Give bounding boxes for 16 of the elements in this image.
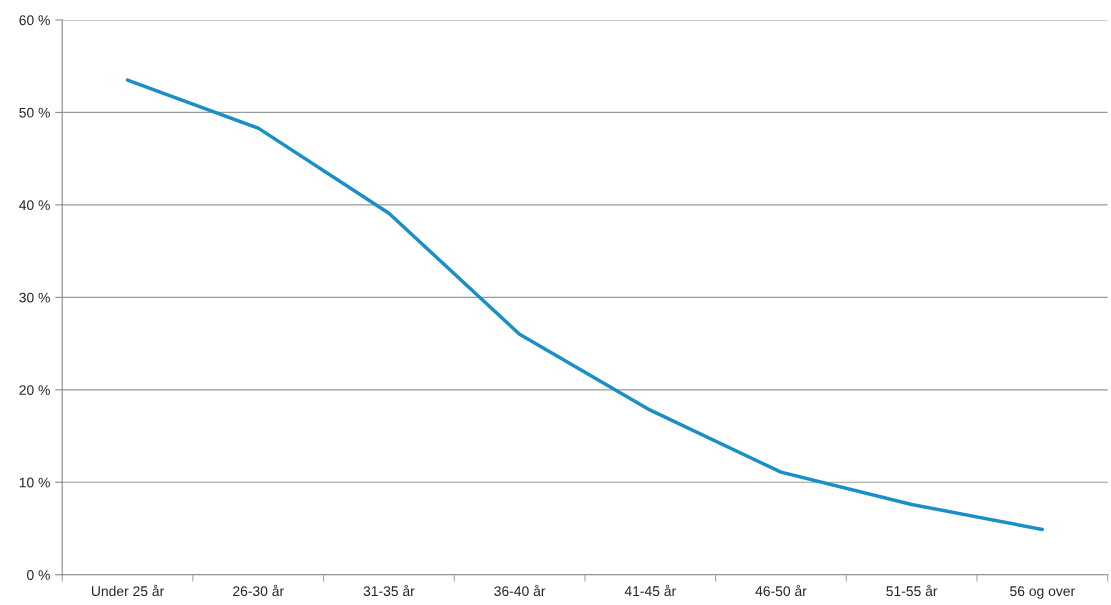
line-series — [125, 78, 1045, 532]
y-tick-label: 20 % — [19, 385, 50, 395]
x-tick-label: 41-45 år — [624, 584, 676, 597]
y-tick-label: 0 % — [27, 570, 50, 580]
y-tick-label: 50 % — [19, 107, 50, 118]
x-tick-label: 31-35 år — [363, 584, 415, 597]
y-tick-label: 10 % — [19, 477, 50, 488]
x-tick-label: 56 og over — [1010, 586, 1075, 599]
x-tick-label: 36-40 år — [494, 584, 546, 597]
x-tick-label: 46-50 år — [755, 584, 807, 597]
x-tick-label: Under 25 år — [91, 584, 164, 597]
y-tick-label: 30 % — [19, 292, 50, 303]
x-tick-label: 26-30 år — [233, 584, 284, 597]
y-tick-label: 60 % — [19, 15, 50, 26]
y-tick-label: 40 % — [19, 200, 50, 211]
x-tick-label: 51-55 år — [886, 584, 938, 597]
